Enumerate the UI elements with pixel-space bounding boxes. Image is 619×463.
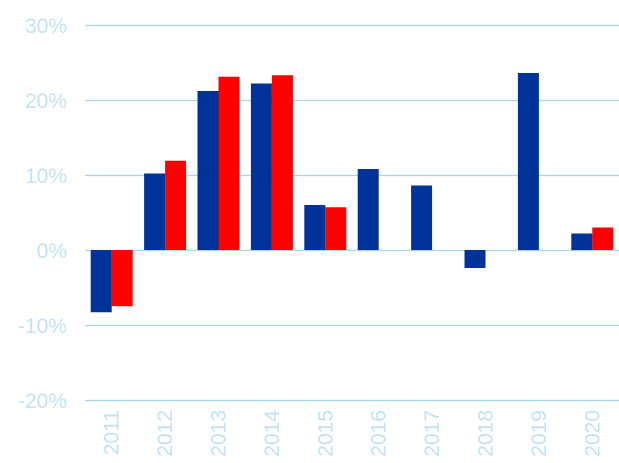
bar-series-1-2013 — [197, 91, 219, 250]
bar-series-1-2018 — [464, 250, 486, 268]
x-tick-label: 2018 — [475, 410, 498, 457]
x-tick-label: 2014 — [261, 410, 284, 457]
y-tick-label: -20% — [18, 390, 67, 413]
bar-series-2-2020 — [592, 227, 614, 250]
bar-series-1-2020 — [571, 233, 593, 250]
x-tick-label: 2013 — [208, 410, 231, 457]
bar-series-1-2011 — [90, 250, 112, 313]
bar-series-2-2012 — [165, 160, 187, 250]
x-tick-label: 2017 — [421, 410, 444, 457]
y-tick-label: -10% — [18, 315, 67, 338]
bar-series-2-2015 — [325, 207, 347, 250]
bar-series-1-2017 — [411, 185, 433, 250]
y-axis-tick-labels: 30% 20% 10% 0% -10% -20% — [18, 15, 67, 413]
x-axis-tick-labels: 2011 2012 2013 2014 2015 2016 2017 2018 2019 2020 — [101, 410, 605, 457]
bar-series-1-2019 — [517, 73, 539, 250]
x-tick-label: 2012 — [154, 410, 177, 457]
bar-series-2-2014 — [271, 75, 293, 250]
x-tick-label: 2015 — [314, 410, 337, 457]
y-tick-label: 0% — [37, 240, 67, 263]
bar-series-1-2014 — [250, 83, 272, 250]
x-tick-label: 2020 — [581, 410, 604, 457]
bars — [90, 73, 614, 313]
x-tick-label: 2016 — [368, 410, 391, 457]
bar-series-2-2011 — [111, 250, 133, 307]
y-tick-label: 20% — [25, 90, 67, 113]
bar-series-1-2012 — [144, 173, 166, 250]
x-tick-label: 2019 — [528, 410, 551, 457]
y-tick-label: 30% — [25, 15, 67, 38]
y-tick-label: 10% — [25, 165, 67, 188]
bar-series-2-2013 — [218, 76, 240, 250]
bar-series-1-2015 — [304, 205, 326, 250]
bar-series-1-2016 — [357, 169, 379, 250]
x-tick-label: 2011 — [101, 410, 124, 455]
